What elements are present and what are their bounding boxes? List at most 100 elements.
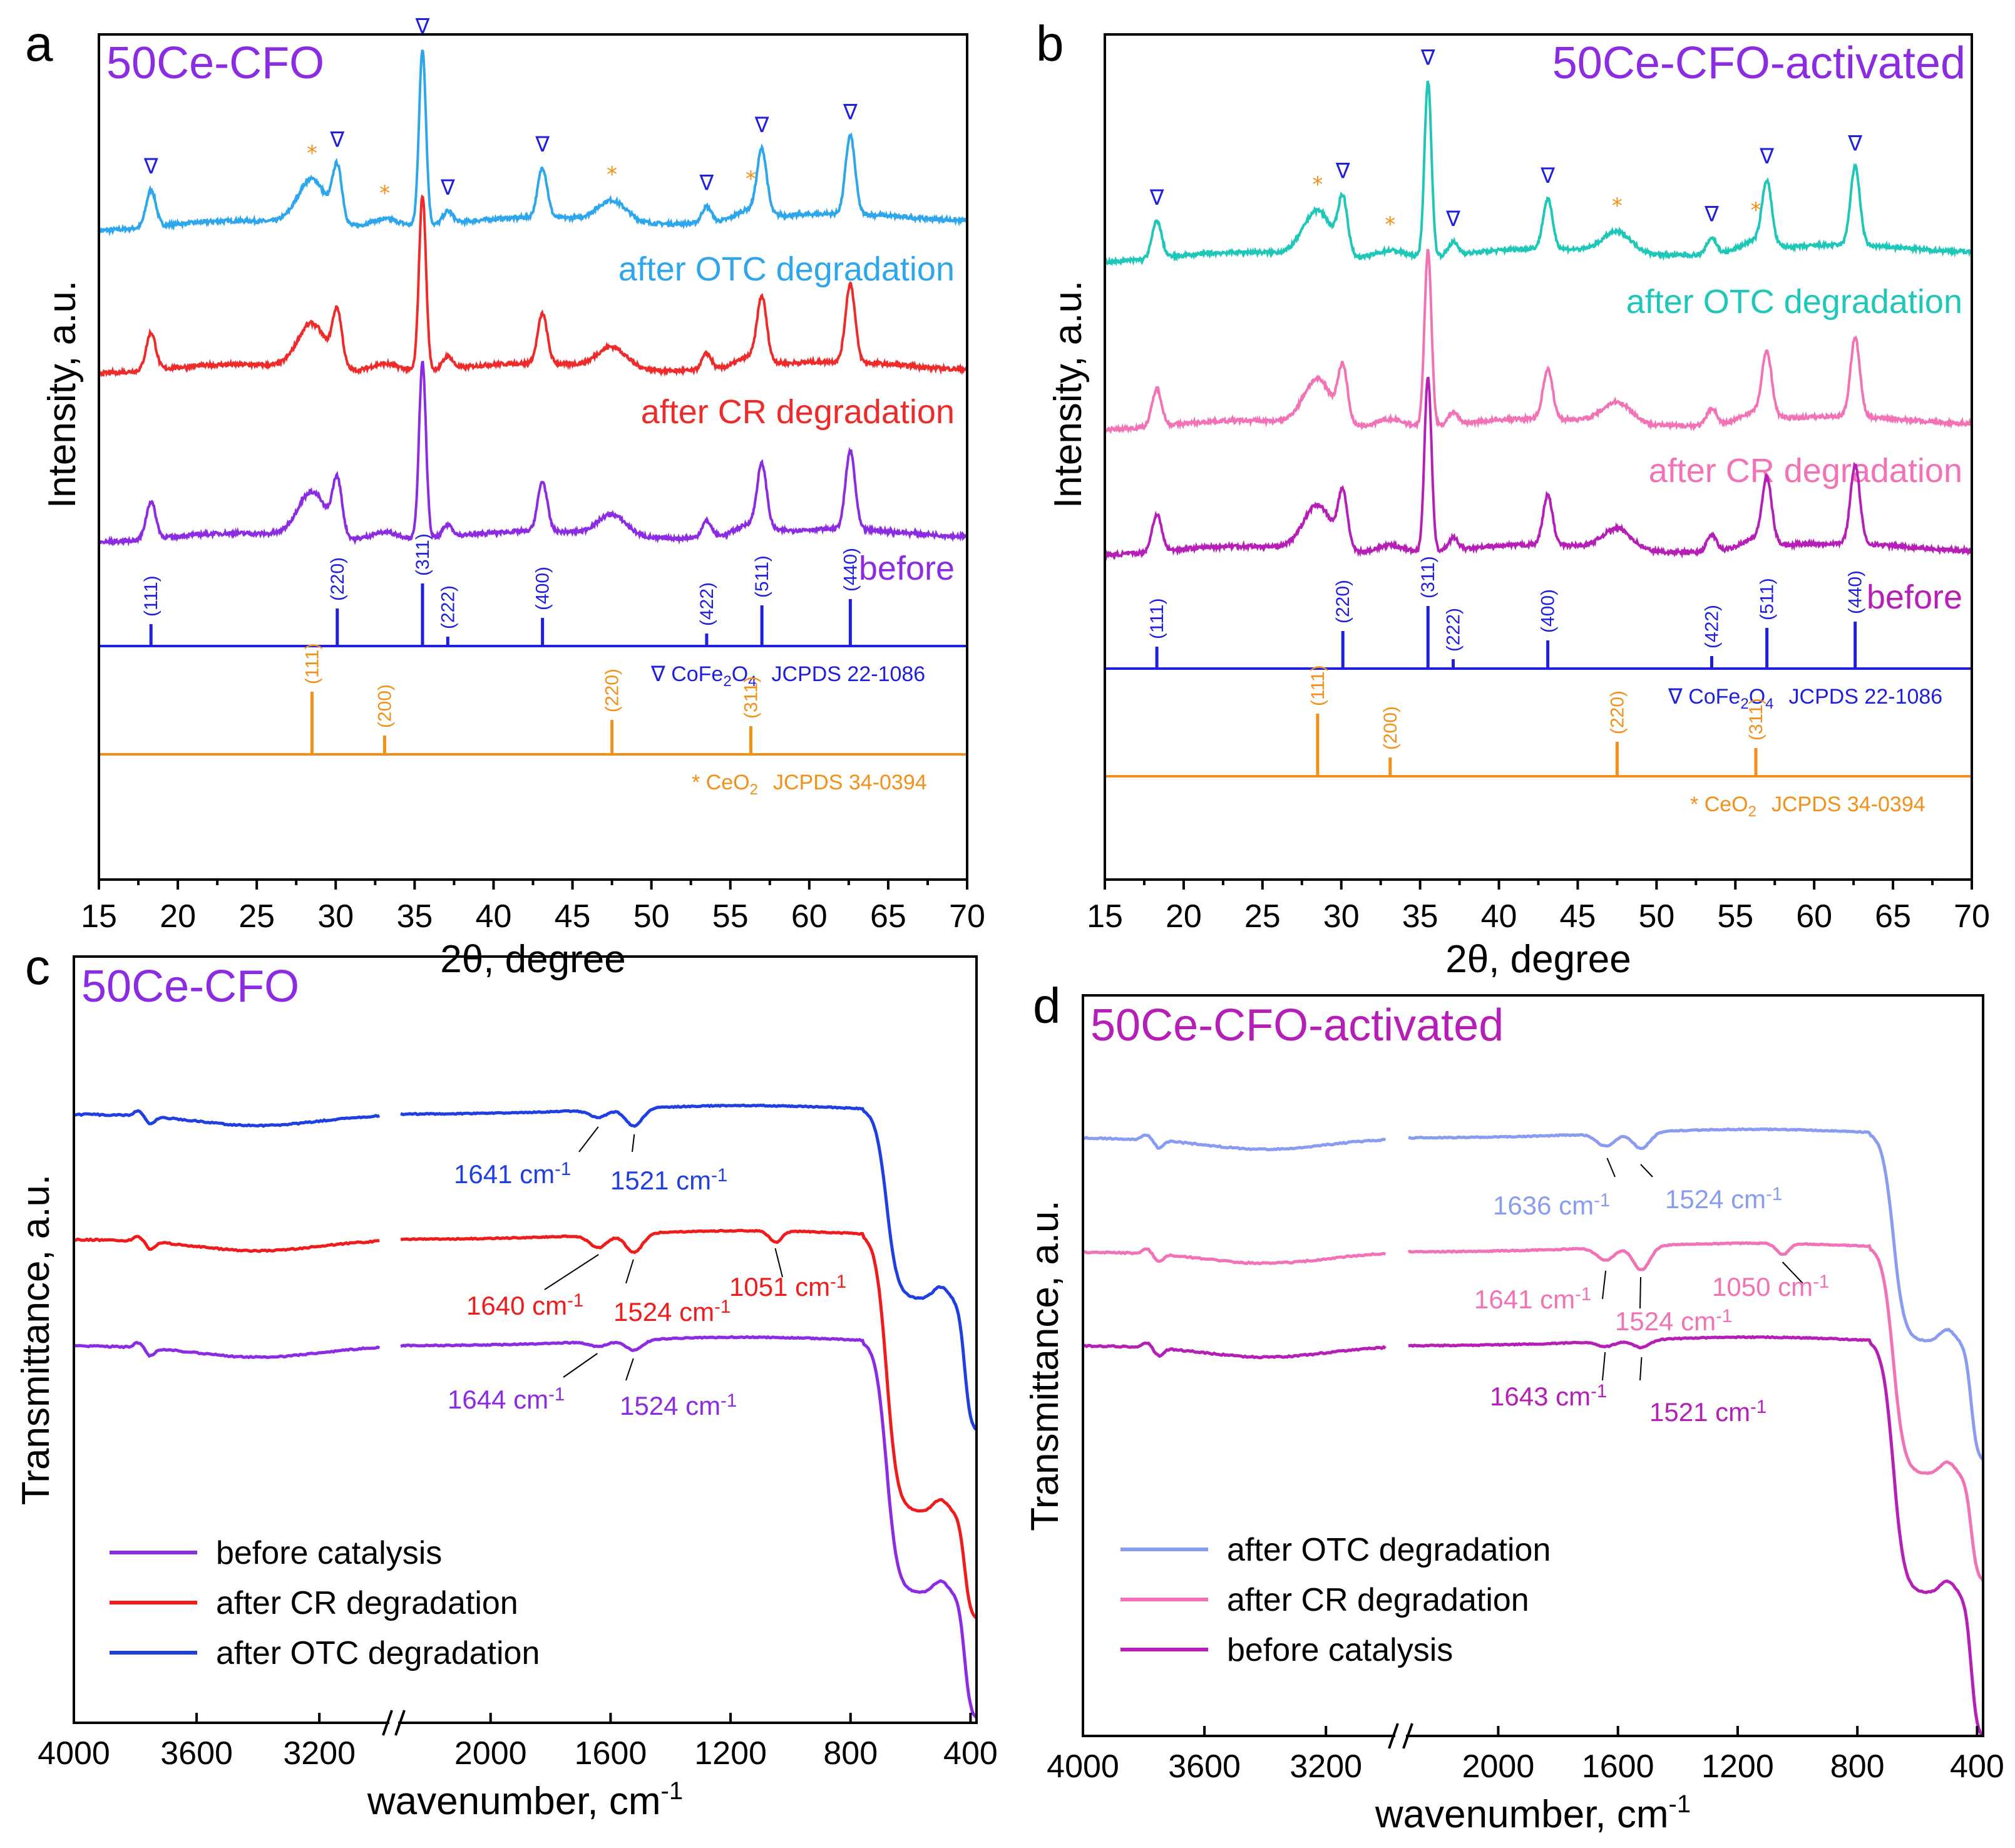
x-tick-label: 20 — [160, 898, 196, 935]
reference_cofe2o4-hkl-label: (422) — [697, 582, 717, 626]
ceria-peak-marker: * — [1312, 172, 1323, 197]
x-tick-label: 70 — [949, 898, 985, 935]
panel-letter: a — [25, 16, 53, 71]
legend-entry: after OTC degradation — [1227, 1532, 1551, 1568]
x-tick-label: 400 — [1950, 1748, 2004, 1785]
peak-annotation-sup: -1 — [1813, 1271, 1829, 1292]
curve-label-2: after CR degradation — [641, 393, 955, 431]
peak-annotation-base: 1521 cm — [1649, 1397, 1750, 1427]
panel-letter: c — [25, 939, 50, 995]
peak-annotation: 1641 cm-1 — [1474, 1284, 1591, 1314]
annotation-leader — [1640, 1164, 1653, 1178]
reference_ceo2-card: JCPDS 34-0394 — [773, 771, 927, 794]
xrd-trace-3 — [98, 361, 968, 547]
xrd-trace-2 — [98, 194, 968, 377]
reference_cofe2o4-hkl-label: (422) — [1702, 605, 1723, 649]
ftir-trace-right-3 — [1408, 1335, 1984, 1738]
reference_cofe2o4-formula: CoFe — [671, 662, 723, 686]
spinel-peak-marker: ∇ — [1847, 131, 1862, 156]
peak-annotation-base: 1524 cm — [1615, 1306, 1716, 1336]
xrd-trace-3 — [1104, 376, 1973, 561]
x-tick-label: 3600 — [1168, 1748, 1241, 1785]
x-axis-title-base: wavenumber, cm — [1375, 1793, 1669, 1836]
x-tick-label: 70 — [1954, 898, 1990, 935]
x-axis-title: 2θ, degree — [1445, 938, 1631, 981]
reference_cofe2o4-hkl-label: (511) — [1757, 578, 1778, 620]
annotation-leader — [1606, 1158, 1616, 1178]
reference_cofe2o4-hkl-label: (440) — [1845, 570, 1866, 614]
peak-annotation-sup: -1 — [711, 1165, 727, 1186]
plot-frame — [73, 955, 978, 1724]
reference_cofe2o4-sub2: 4 — [1765, 696, 1773, 712]
ftir-trace-right-1 — [400, 1103, 978, 1431]
reference_ceo2-hkl-label: (200) — [1380, 706, 1401, 750]
reference_ceo2-marker: * — [692, 771, 706, 794]
peak-annotation: 1051 cm-1 — [729, 1271, 846, 1301]
annotation-leader — [1602, 1352, 1606, 1381]
spinel-peak-marker: ∇ — [329, 127, 344, 152]
annotation-leader — [625, 1358, 634, 1381]
peak-annotation-sup: -1 — [1716, 1306, 1732, 1327]
axis-break-gap — [389, 1717, 398, 1729]
x-tick-label: 65 — [1875, 898, 1911, 935]
peak-annotation-base: 1636 cm — [1493, 1191, 1594, 1220]
panel-title: 50Ce-CFO — [106, 38, 324, 88]
reference_ceo2-hkl-label: (311) — [1746, 698, 1766, 741]
x-tick-label: 15 — [81, 898, 117, 935]
x-tick-label: 15 — [1087, 898, 1123, 935]
axis-break-mark — [382, 1710, 393, 1736]
ftir-trace-left-2 — [1082, 1247, 1386, 1266]
annotation-leader — [625, 1259, 634, 1284]
peak-annotation-sup: -1 — [1766, 1184, 1782, 1204]
x-tick-label: 35 — [1402, 898, 1438, 935]
annotation-leader — [632, 1134, 635, 1152]
spinel-peak-marker: ∇ — [1704, 202, 1719, 227]
annotation-leader — [1602, 1270, 1607, 1300]
curve-label-3: before — [859, 550, 955, 587]
peak-annotation-base: 1524 cm — [613, 1297, 714, 1327]
annotation-leader — [1639, 1276, 1642, 1309]
x-tick-label: 1200 — [1701, 1748, 1774, 1785]
x-tick-label: 55 — [712, 898, 749, 935]
x-tick-label: 65 — [870, 898, 906, 935]
peak-annotation-base: 1524 cm — [1665, 1184, 1766, 1214]
xrd-trace-1 — [98, 49, 968, 237]
ceria-peak-marker: * — [307, 141, 317, 166]
reference_ceo2-formula: CeO — [706, 771, 750, 794]
peak-annotation-sup: -1 — [714, 1296, 731, 1317]
peak-annotation: 1521 cm-1 — [610, 1165, 727, 1195]
panel-b: after OTC degradation after CR degradatio… — [1036, 16, 1990, 981]
x-tick-label: 50 — [633, 898, 670, 935]
reference_cofe2o4-hkl-label: (400) — [1538, 589, 1559, 633]
reference_cofe2o4-card: JCPDS 22-1086 — [1789, 685, 1943, 709]
reference_cofe2o4-hkl-label: (222) — [1443, 608, 1464, 652]
reference_ceo2-card: JCPDS 34-0394 — [1771, 793, 1925, 816]
panel-title: 50Ce-CFO-activated — [1552, 38, 1966, 88]
annotation-leader — [1639, 1357, 1643, 1381]
x-tick-label: 30 — [317, 898, 354, 935]
ceria-peak-marker: * — [1385, 212, 1395, 237]
peak-annotation-sup: -1 — [567, 1290, 583, 1311]
ftir-trace-right-3 — [400, 1335, 978, 1719]
panel-letter: b — [1036, 16, 1064, 71]
reference_cofe2o4-caption: ∇ CoFe2O4 JCPDS 22-1086 — [1668, 685, 1942, 712]
annotation-leader — [1782, 1261, 1803, 1284]
legend-entry: before catalysis — [1227, 1632, 1453, 1668]
spinel-peak-marker: ∇ — [440, 175, 455, 200]
x-tick-label: 55 — [1717, 898, 1753, 935]
spinel-peak-marker: ∇ — [143, 154, 158, 179]
annotation-leader — [563, 1353, 598, 1378]
y-axis-title: Transmittance, a.u. — [1023, 1200, 1067, 1531]
y-axis-title: Transmittance, a.u. — [14, 1174, 58, 1505]
reference_cofe2o4-formula: CoFe — [1688, 685, 1740, 709]
reference_cofe2o4-caption: ∇ CoFe2O4 JCPDS 22-1086 — [650, 662, 925, 690]
x-tick-label: 3600 — [160, 1735, 233, 1772]
x-tick-label: 45 — [555, 898, 591, 935]
peak-annotation-base: 1641 cm — [454, 1159, 555, 1189]
reference_cofe2o4-hkl-label: (400) — [533, 567, 553, 610]
x-tick-label: 35 — [396, 898, 433, 935]
reference_cofe2o4-sub1: 2 — [723, 673, 731, 690]
peak-annotation-sup: -1 — [1750, 1397, 1766, 1417]
